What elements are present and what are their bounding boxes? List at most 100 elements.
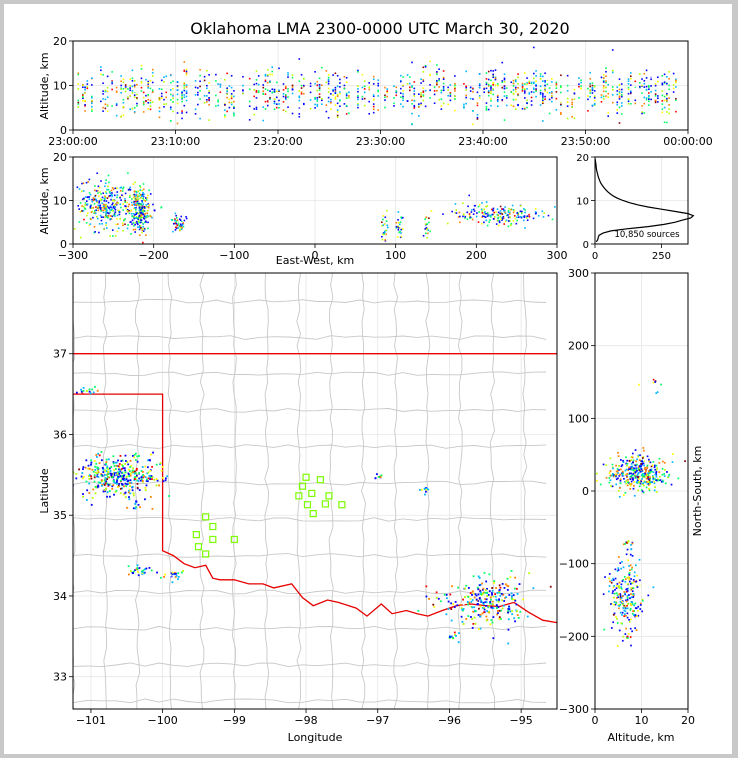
north-south-source xyxy=(633,485,635,487)
plan-view-source xyxy=(124,454,127,457)
time-height-source xyxy=(463,106,465,109)
north-south-source xyxy=(654,468,657,471)
east-west-source xyxy=(83,197,85,200)
time-height-source xyxy=(573,92,576,95)
north-south-source xyxy=(627,559,630,562)
plan-view-source xyxy=(494,595,497,598)
north-south-source xyxy=(616,584,618,587)
time-height-source xyxy=(133,111,136,114)
time-height-source xyxy=(106,90,109,93)
time-height-source xyxy=(668,112,670,115)
time-height-source xyxy=(91,96,93,99)
plan-view-source xyxy=(82,495,84,498)
plan-view-source xyxy=(110,473,113,475)
north-south-source xyxy=(628,572,631,575)
north-south-source xyxy=(619,603,622,606)
east-west-source xyxy=(107,185,109,188)
time-height-source xyxy=(102,110,104,112)
east-west-source xyxy=(86,214,88,217)
east-west-source xyxy=(78,188,81,190)
plan-view-source xyxy=(461,608,464,611)
plan-view-source xyxy=(94,471,97,474)
east-west-source xyxy=(140,209,143,211)
time-height-source xyxy=(233,113,235,115)
east-west-source xyxy=(128,212,131,215)
time-height-source xyxy=(275,106,278,109)
plan-view-source xyxy=(95,454,98,456)
time-height-source xyxy=(327,96,330,99)
time-height-source xyxy=(654,95,657,97)
time-height-source xyxy=(82,94,84,96)
time-height-source xyxy=(345,93,348,96)
plan-view-source xyxy=(124,469,127,472)
east-west-source xyxy=(145,197,147,199)
east-west-source xyxy=(424,223,427,225)
east-west-source xyxy=(138,215,141,217)
plan-view-source xyxy=(129,485,131,488)
time-height-source xyxy=(627,100,630,103)
time-height-source xyxy=(77,106,80,108)
time-height-source xyxy=(106,75,109,78)
east-west-source xyxy=(542,216,545,218)
east-west-source xyxy=(136,194,139,197)
plan-view-source xyxy=(129,479,132,482)
plan-view-source xyxy=(479,583,482,586)
east-west-source xyxy=(92,216,94,219)
north-south-source xyxy=(629,488,632,490)
time-height-source xyxy=(413,107,416,109)
plan-view-source xyxy=(467,603,470,606)
north-south-source xyxy=(633,610,635,612)
north-south-source xyxy=(633,575,636,578)
east-west-source xyxy=(514,217,517,220)
north-south-source xyxy=(613,596,615,599)
north-south-source xyxy=(628,580,631,583)
north-south-source xyxy=(654,381,657,383)
time-height-source xyxy=(605,86,607,89)
east-west-source xyxy=(497,216,500,219)
north-south-source xyxy=(626,576,629,579)
time-height-source xyxy=(77,72,80,75)
east-west-source xyxy=(523,216,526,219)
plan-view-source xyxy=(118,471,121,474)
plan-view-source xyxy=(129,472,132,475)
time-height-source xyxy=(275,90,278,93)
time-height-source xyxy=(616,103,619,106)
plan-view-source xyxy=(118,476,121,478)
east-west-source xyxy=(481,215,484,217)
east-west-source xyxy=(126,227,129,230)
east-west-source xyxy=(134,221,137,224)
north-south-source xyxy=(654,380,657,382)
north-south-source xyxy=(652,586,655,589)
time-height-source xyxy=(668,97,670,99)
plan-view-source xyxy=(469,592,472,594)
time-height-source xyxy=(318,77,321,80)
time-height-source xyxy=(127,97,129,100)
time-height-source xyxy=(255,106,258,109)
plan-view-source xyxy=(149,496,152,498)
plan-view-source xyxy=(88,492,91,494)
time-height-source xyxy=(158,99,161,101)
time-height-source xyxy=(357,85,359,87)
time-height-source xyxy=(185,68,188,71)
east-west-source xyxy=(143,214,146,216)
time-height-source xyxy=(616,112,619,114)
east-west-source xyxy=(136,217,139,219)
plan-view-source xyxy=(82,386,85,389)
time-height-source xyxy=(206,98,208,101)
north-south-source xyxy=(636,574,639,577)
east-west-source xyxy=(494,212,497,215)
time-height-source xyxy=(357,69,359,72)
time-height-source xyxy=(634,86,637,89)
north-south-source xyxy=(610,600,612,603)
time-height-source xyxy=(309,107,312,110)
north-south-source xyxy=(618,465,620,467)
time-height-source xyxy=(442,70,445,72)
x-tick-label: 23:40:00 xyxy=(458,135,507,148)
plan-view-source xyxy=(507,585,510,588)
east-west-source xyxy=(138,204,141,207)
plan-view-source xyxy=(148,475,151,477)
plan-view-source xyxy=(120,460,123,462)
time-height-source xyxy=(169,106,172,109)
time-height-source xyxy=(503,80,506,83)
time-height-source xyxy=(291,92,294,95)
